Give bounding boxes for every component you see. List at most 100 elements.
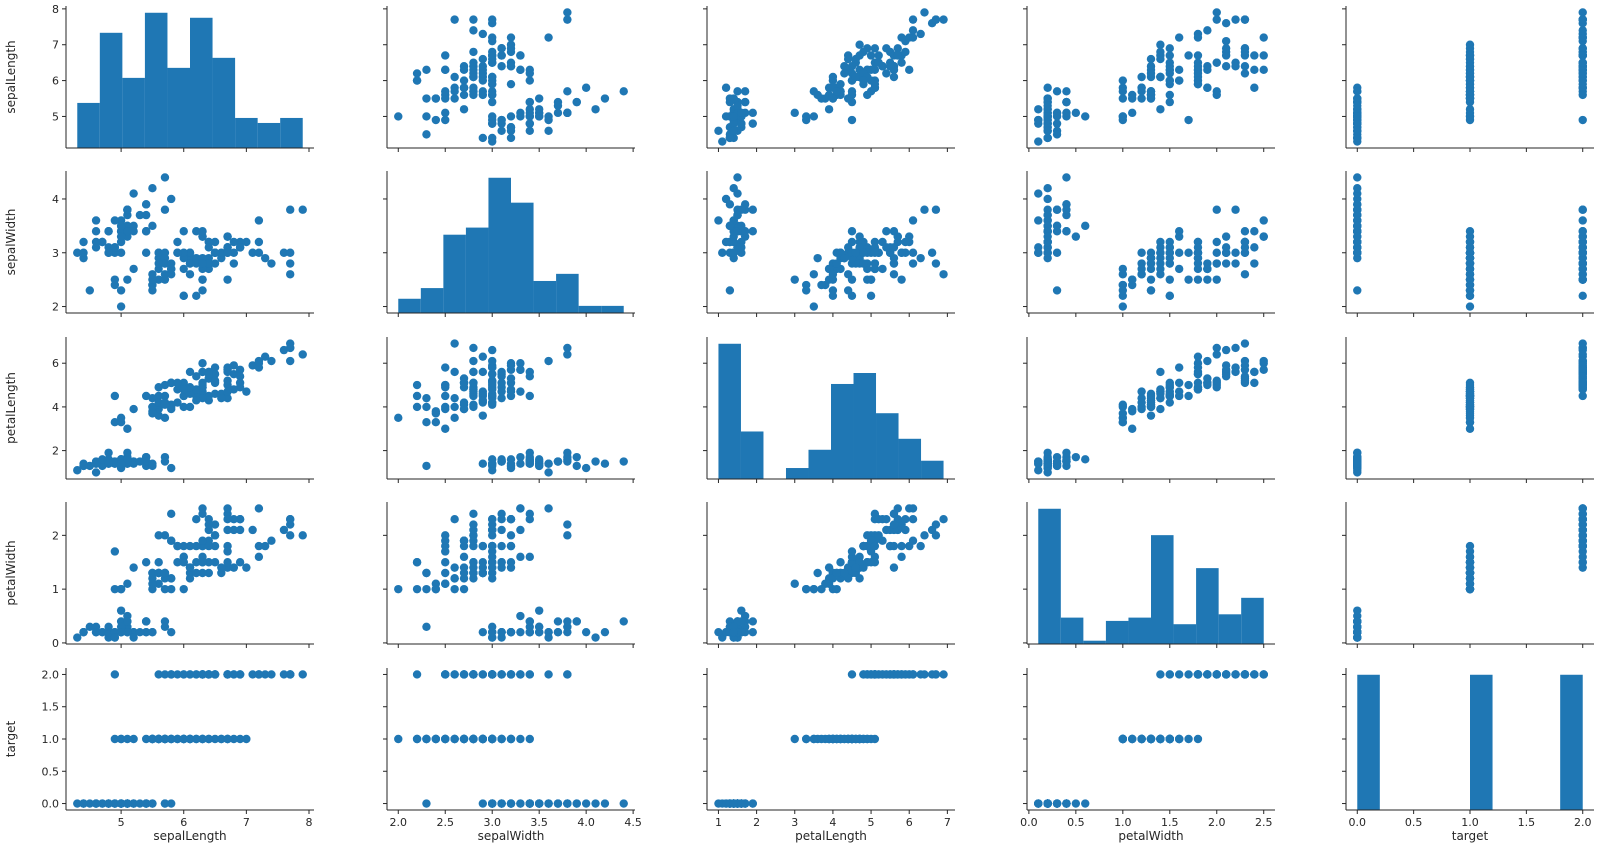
- scatter-point-petalWidth-vs-sepalLength-43: [116, 606, 126, 615]
- scatter-point-petalWidth-vs-sepalLength-31: [141, 617, 151, 626]
- scatter-point-sepalWidth-vs-petalWidth-104: [1231, 248, 1240, 257]
- scatter-point-petalWidth-vs-sepalWidth-78: [478, 558, 488, 567]
- scatter-point-petalWidth-vs-petalLength-43: [737, 606, 746, 615]
- scatter-point-target-vs-petalLength-131: [920, 670, 929, 679]
- scatter-point-petalLength-vs-sepalLength-139: [235, 372, 245, 381]
- scatter-point-sepalLength-vs-target-135: [1578, 15, 1587, 24]
- scatter-point-petalWidth-vs-sepalWidth-99: [469, 568, 478, 578]
- scatter-point-target-vs-sepalLength-49: [116, 799, 126, 808]
- histogram-bar-sepalLength-8: [257, 122, 281, 148]
- scatter-point-sepalWidth-vs-sepalLength-130: [267, 259, 276, 268]
- scatter-point-target-vs-sepalLength-102: [248, 670, 257, 679]
- scatter-point-target-vs-petalWidth-140: [1250, 670, 1259, 679]
- scatter-point-petalWidth-vs-sepalLength-86: [223, 558, 232, 567]
- scatter-point-petalLength-vs-sepalWidth-62: [412, 402, 422, 412]
- scatter-point-sepalLength-vs-sepalWidth-6: [525, 126, 534, 135]
- scatter-point-sepalLength-vs-petalWidth-62: [1118, 76, 1128, 85]
- scatter-point-target-vs-sepalWidth-32: [591, 799, 600, 808]
- scatter-point-sepalWidth-vs-sepalLength-142: [167, 264, 176, 274]
- scatter-point-petalWidth-vs-sepalLength-32: [129, 633, 138, 642]
- scatter-point-petalLength-vs-sepalLength-144: [223, 365, 232, 374]
- scatter-point-target-vs-petalWidth-77: [1184, 734, 1193, 744]
- scatter-point-petalLength-vs-petalWidth-117: [1231, 343, 1240, 353]
- scatter-point-petalWidth-vs-petalLength-132: [889, 520, 899, 529]
- scatter-point-petalWidth-vs-petalLength-139: [882, 525, 891, 535]
- scatter-point-petalWidth-vs-target-148: [1578, 515, 1587, 524]
- scatter-point-sepalWidth-vs-sepalLength-135: [286, 248, 295, 257]
- scatter-point-target-vs-petalLength-91: [851, 734, 860, 744]
- scatter-point-sepalWidth-vs-sepalLength-16: [141, 200, 151, 209]
- scatter-point-petalLength-vs-petalWidth-24: [1043, 448, 1052, 457]
- scatter-point-target-vs-sepalLength-57: [110, 734, 120, 744]
- scatter-point-sepalLength-vs-sepalWidth-22: [544, 126, 553, 135]
- scatter-point-target-vs-sepalWidth-48: [553, 799, 563, 808]
- scatter-point-sepalLength-vs-sepalWidth-39: [525, 108, 534, 118]
- scatter-point-sepalWidth-vs-petalWidth-43: [1081, 221, 1090, 231]
- scatter-point-sepalWidth-vs-petalWidth-136: [1250, 227, 1259, 236]
- scatter-point-sepalLength-vs-petalWidth-80: [1128, 94, 1137, 103]
- scatter-point-sepalLength-vs-petalLength-91: [851, 72, 860, 82]
- scatter-point-sepalLength-vs-petalWidth-125: [1193, 33, 1203, 42]
- scatter-point-sepalWidth-vs-petalLength-92: [828, 270, 838, 279]
- scatter-point-target-vs-sepalWidth-68: [412, 734, 422, 744]
- scatter-point-petalWidth-vs-sepalLength-129: [254, 552, 264, 562]
- histogram-bar-petalLength-7: [876, 413, 899, 479]
- scatter-point-target-vs-petalLength-149: [870, 670, 880, 679]
- scatter-point-target-vs-sepalWidth-37: [544, 799, 553, 808]
- x-tick-label-target: 1.0: [1461, 816, 1479, 829]
- scatter-point-sepalLength-vs-petalWidth-148: [1240, 69, 1250, 78]
- scatter-point-target-vs-petalWidth-148: [1240, 670, 1250, 679]
- scatter-point-petalLength-vs-sepalWidth-99: [469, 400, 478, 409]
- scatter-point-target-vs-petalLength-135: [908, 670, 918, 679]
- scatter-point-sepalLength-vs-petalWidth-119: [1165, 76, 1174, 85]
- scatter-point-sepalLength-vs-petalWidth-146: [1203, 65, 1212, 75]
- scatter-point-petalWidth-vs-sepalWidth-125: [506, 541, 516, 551]
- scatter-point-petalWidth-vs-sepalWidth-145: [488, 515, 497, 524]
- scatter-point-petalWidth-vs-petalLength-144: [893, 504, 902, 513]
- histogram-bar-petalLength-6: [853, 373, 877, 479]
- y-tick-label-petalWidth: 0: [52, 637, 59, 650]
- scatter-point-sepalWidth-vs-sepalLength-42: [79, 237, 88, 247]
- scatter-point-sepalLength-vs-petalWidth-139: [1221, 44, 1231, 53]
- scatter-point-petalLength-vs-sepalLength-134: [185, 367, 195, 377]
- scatter-point-sepalWidth-vs-petalWidth-131: [1212, 205, 1221, 214]
- scatter-point-petalLength-vs-sepalLength-141: [235, 378, 245, 388]
- scatter-point-sepalWidth-vs-petalLength-93: [802, 286, 811, 295]
- scatter-point-target-vs-petalWidth-129: [1174, 670, 1184, 679]
- scatter-point-sepalLength-vs-petalLength-60: [809, 112, 819, 121]
- scatter-point-petalWidth-vs-petalLength-107: [916, 541, 925, 551]
- scatter-point-sepalWidth-vs-target-43: [1353, 221, 1362, 231]
- scatter-point-sepalWidth-vs-petalLength-135: [908, 248, 918, 257]
- scatter-point-petalLength-vs-sepalLength-86: [223, 387, 232, 396]
- scatter-point-target-vs-sepalWidth-33: [600, 799, 610, 808]
- scatter-point-sepalLength-vs-petalLength-104: [897, 58, 906, 67]
- scatter-point-sepalWidth-vs-petalWidth-60: [1118, 302, 1128, 311]
- scatter-point-petalLength-vs-target-99: [1465, 400, 1475, 409]
- scatter-point-petalLength-vs-petalWidth-83: [1174, 378, 1184, 388]
- scatter-point-petalLength-vs-target-148: [1578, 372, 1587, 381]
- scatter-point-sepalLength-vs-target-49: [1353, 112, 1362, 121]
- scatter-point-sepalLength-vs-sepalWidth-89: [441, 94, 450, 103]
- scatter-point-petalWidth-vs-sepalLength-116: [210, 541, 220, 551]
- scatter-point-petalLength-vs-sepalLength-129: [254, 363, 264, 372]
- scatter-point-sepalLength-vs-petalLength-49: [729, 112, 738, 121]
- histogram-bar-petalLength-3: [785, 468, 809, 479]
- scatter-point-sepalLength-vs-petalLength-130: [908, 26, 918, 35]
- scatter-point-sepalLength-vs-petalLength-97: [840, 69, 849, 78]
- scatter-point-sepalWidth-vs-petalLength-44: [748, 205, 757, 214]
- panel-petalLength-vs-petalWidth: [1023, 337, 1275, 483]
- scatter-point-petalWidth-vs-sepalLength-97: [192, 568, 201, 578]
- scatter-point-petalWidth-vs-sepalLength-14: [167, 627, 176, 637]
- scatter-point-sepalWidth-vs-petalLength-91: [851, 248, 860, 257]
- scatter-point-sepalLength-vs-sepalWidth-16: [572, 97, 581, 107]
- scatter-point-target-vs-sepalWidth-43: [534, 799, 544, 808]
- scatter-point-petalLength-vs-sepalLength-46: [123, 455, 132, 464]
- scatter-point-target-vs-sepalLength-93: [116, 734, 126, 744]
- scatter-point-sepalLength-vs-petalWidth-15: [1062, 87, 1071, 96]
- scatter-point-petalLength-vs-sepalLength-54: [210, 389, 220, 398]
- scatter-point-sepalWidth-vs-sepalLength-83: [179, 264, 188, 274]
- scatter-point-petalWidth-vs-petalLength-22: [714, 627, 723, 637]
- scatter-point-target-vs-petalLength-93: [802, 734, 811, 744]
- scatter-point-sepalLength-vs-petalWidth-109: [1259, 33, 1268, 42]
- scatter-point-petalWidth-vs-petalLength-106: [847, 547, 857, 556]
